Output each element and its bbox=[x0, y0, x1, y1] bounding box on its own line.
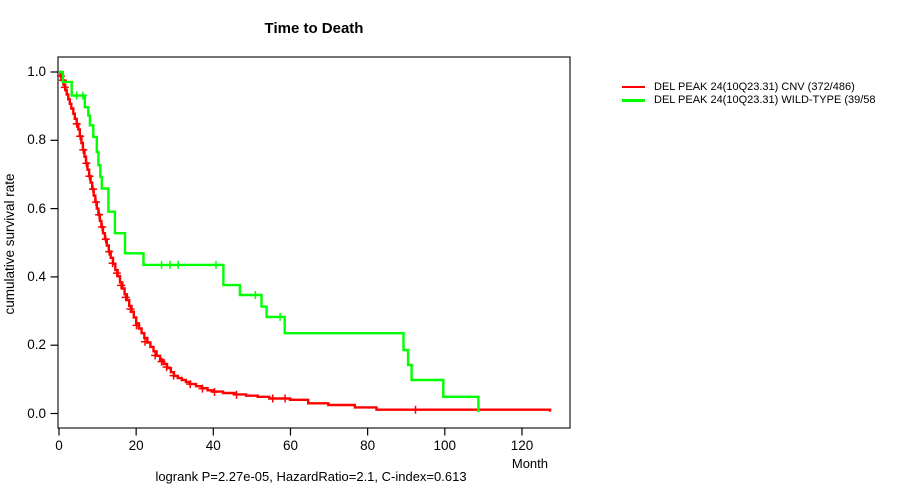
legend-item-cnv: DEL PEAK 24(10Q23.31) CNV (372/486) bbox=[622, 80, 876, 94]
x-tick-label: 20 bbox=[128, 438, 144, 453]
legend-line-red bbox=[622, 85, 645, 89]
y-tick-label: 0.0 bbox=[27, 405, 46, 421]
x-tick-label: 0 bbox=[55, 438, 63, 453]
legend-label-cnv: DEL PEAK 24(10Q23.31) CNV (372/486) bbox=[654, 80, 855, 93]
x-tick-label: 80 bbox=[360, 438, 376, 453]
legend: DEL PEAK 24(10Q23.31) CNV (372/486) DEL … bbox=[622, 80, 876, 107]
legend-label-wildtype: DEL PEAK 24(10Q23.31) WILD-TYPE (39/58 bbox=[654, 94, 876, 107]
chart-title: Time to Death bbox=[264, 20, 364, 37]
y-tick-label: 0.2 bbox=[27, 337, 46, 353]
km-curve-cnv bbox=[59, 70, 552, 412]
footer-stats: logrank P=2.27e-05, HazardRatio=2.1, C-i… bbox=[155, 469, 467, 484]
y-tick-label: 1.0 bbox=[27, 64, 46, 79]
x-axis-label: Month bbox=[511, 456, 548, 471]
y-axis-label: cumulative survival rate bbox=[2, 173, 17, 315]
legend-item-wildtype: DEL PEAK 24(10Q23.31) WILD-TYPE (39/58 bbox=[622, 94, 876, 108]
y-tick-label: 0.4 bbox=[27, 268, 46, 284]
plot-box bbox=[57, 56, 571, 429]
y-tick-label: 0.6 bbox=[27, 200, 46, 216]
y-tick-label: 0.8 bbox=[27, 132, 46, 148]
x-tick-label: 60 bbox=[282, 438, 298, 453]
censor-marks-cnv bbox=[56, 72, 420, 414]
km-curve-wildtype bbox=[59, 70, 480, 413]
x-tick-label: 120 bbox=[510, 438, 534, 453]
x-tick-label: 100 bbox=[433, 438, 457, 453]
x-tick-label: 40 bbox=[205, 438, 221, 453]
legend-line-green bbox=[622, 99, 645, 102]
censor-marks-wildtype bbox=[72, 91, 285, 321]
